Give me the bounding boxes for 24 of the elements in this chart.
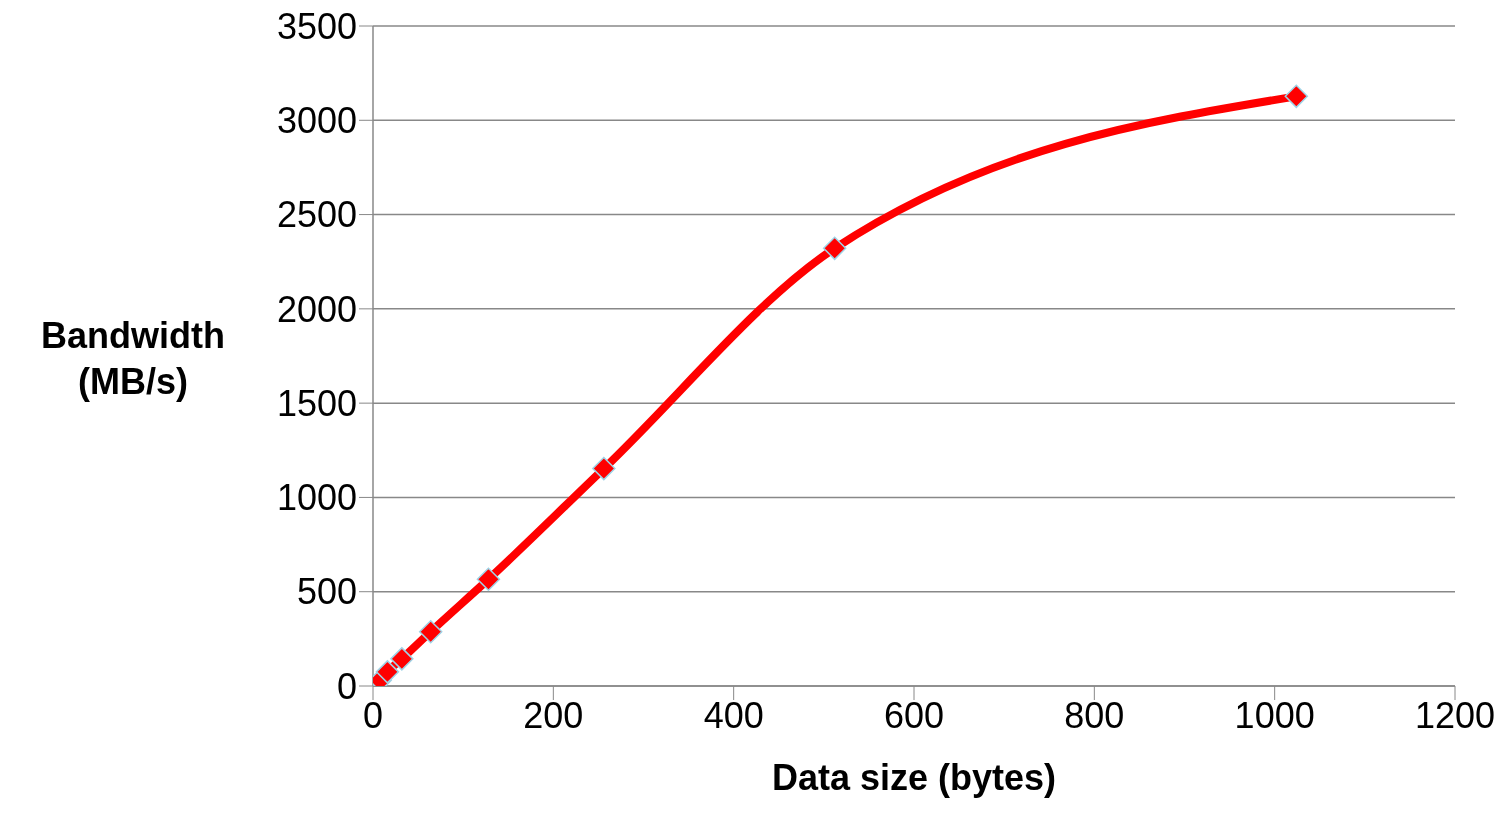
point bbox=[822, 236, 847, 261]
x-tick-label: 600 bbox=[883, 694, 945, 736]
point bbox=[1284, 84, 1309, 109]
y-tick-label: 3000 bbox=[276, 100, 357, 142]
x-axis-title: Data size (bytes) bbox=[771, 757, 1057, 798]
y-tick-label: 1000 bbox=[276, 477, 357, 519]
y-tick-label: 1500 bbox=[276, 382, 357, 424]
y-tick-label: 0 bbox=[336, 665, 357, 707]
x-tick-label: 400 bbox=[703, 694, 764, 736]
point bbox=[418, 619, 443, 644]
y-tick-label: 3500 bbox=[276, 5, 357, 47]
point bbox=[375, 660, 400, 684]
x-tick-label: 1000 bbox=[1234, 694, 1315, 736]
y-tick-label: 500 bbox=[296, 571, 357, 613]
point bbox=[390, 647, 414, 671]
x-tick-label: 1200 bbox=[1414, 694, 1496, 736]
x-tick-label: 800 bbox=[1064, 694, 1125, 736]
y-tick-label: 2000 bbox=[276, 288, 357, 330]
x-tick-label: 0 bbox=[362, 694, 384, 736]
x-tick-label: 200 bbox=[523, 694, 584, 736]
point bbox=[476, 567, 501, 592]
y-tick-label: 2500 bbox=[276, 194, 357, 236]
point bbox=[592, 456, 616, 481]
y-axis-title: Bandwidth (MB/s) bbox=[40, 314, 226, 404]
